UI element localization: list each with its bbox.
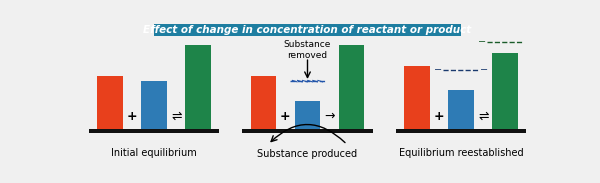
Text: ⇌: ⇌ [478, 110, 488, 123]
FancyBboxPatch shape [185, 44, 211, 129]
Text: Equilibrium reestablished: Equilibrium reestablished [398, 148, 523, 158]
FancyBboxPatch shape [395, 129, 526, 133]
Text: Initial equilibrium: Initial equilibrium [111, 148, 197, 158]
FancyBboxPatch shape [251, 76, 276, 129]
Text: Effect of change in concentration of reactant or product: Effect of change in concentration of rea… [143, 25, 472, 35]
Text: Substance
removed: Substance removed [284, 40, 331, 60]
Text: −: − [480, 65, 488, 75]
FancyBboxPatch shape [141, 81, 167, 129]
FancyBboxPatch shape [339, 44, 364, 129]
Text: −: − [478, 37, 486, 47]
Text: +: + [433, 110, 444, 123]
Text: Substance produced: Substance produced [257, 149, 358, 159]
FancyBboxPatch shape [89, 129, 220, 133]
Text: +: + [127, 110, 137, 123]
FancyBboxPatch shape [154, 24, 461, 36]
FancyBboxPatch shape [404, 66, 430, 129]
Text: +: + [280, 110, 290, 123]
FancyBboxPatch shape [493, 53, 518, 129]
FancyBboxPatch shape [448, 90, 474, 129]
Text: −: − [434, 65, 442, 75]
FancyBboxPatch shape [295, 101, 320, 129]
Text: ⇌: ⇌ [171, 110, 182, 123]
Text: →: → [325, 110, 335, 123]
FancyBboxPatch shape [97, 76, 122, 129]
FancyBboxPatch shape [242, 129, 373, 133]
